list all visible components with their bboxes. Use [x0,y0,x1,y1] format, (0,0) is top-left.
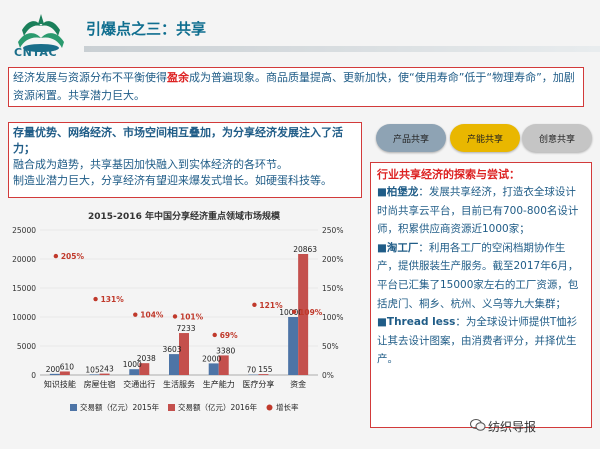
wechat-icon [470,419,486,431]
y-left-tick-label: 20000 [12,255,36,264]
legend-swatch [266,404,273,411]
bar-2015 [49,373,60,375]
data-label-2015: 200 [46,365,61,374]
industry-item-text: ：为全球设计师提供T恤衫让其去设计图案，由消费者评分，并择优生产。 [377,316,578,366]
category-label: 房屋住宿 [84,379,116,389]
category-label: 生活服务 [163,379,195,389]
data-label-2016: 243 [99,365,114,374]
y-right-tick-label: 250% [322,226,343,235]
industry-box: 行业共享经济的探索与尝试： ■柏堡龙：发展共享经济，打造衣全球设计时尚共享云平台… [370,162,592,428]
bar-2016 [298,253,309,375]
category-label: 医疗分享 [242,379,274,389]
data-label-2015: 2000 [202,354,221,363]
category-label: 资金 [290,379,306,389]
legend-label: 交易额（亿元）2015年 [80,402,160,412]
industry-item: ■淘工厂：利用各工厂的空闲档期协作生产，提供服装生产服务。截至2017年6月，平… [377,241,579,310]
growth-point [172,314,178,319]
data-label-2016: 20863 [293,245,317,254]
y-right-tick-label: 100% [322,313,343,322]
data-label-2015: 1000 [123,360,142,369]
bar-2015 [208,363,219,375]
industry-item: ■柏堡龙：发展共享经济，打造衣全球设计时尚共享云平台，目前已有700-800名设… [377,186,579,236]
y-left-tick-label: 25000 [12,226,36,235]
data-label-2015: 105 [85,365,100,374]
growth-point [212,332,217,338]
vitality-box: 存量优势、网络经济、市场空间相互叠加，为分享经济发展注入了活力； 融合成为趋势，… [8,122,362,198]
intro-highlight: 盈余 [167,71,189,84]
bar-2016 [218,355,229,375]
bar-2015 [89,374,100,375]
growth-label: 109% [299,308,323,317]
data-label-2016: 610 [60,362,75,371]
y-left-tick-label: 0 [31,371,36,380]
pill-capacity-sharing: 产能共享 [450,124,520,152]
legend-swatch [168,404,175,411]
industry-heading: 行业共享经济的探索与尝试： [377,168,520,181]
vitality-heading: 存量优势、网络经济、市场空间相互叠加，为分享经济发展注入了活力； [13,126,343,155]
legend-label: 增长率 [276,402,299,412]
industry-item-text: ：利用各工厂的空闲档期协作生产，提供服装生产服务。截至2017年6月，平台已汇集… [377,241,579,310]
pill-creative-sharing: 创意共享 [522,124,592,152]
pill-product-sharing: 产品共享 [376,124,446,152]
y-left-tick-label: 10000 [12,313,36,322]
data-label-2016: 7233 [176,324,195,333]
growth-point [133,312,138,317]
data-label-2015: 3603 [162,345,181,354]
bar-2016 [139,363,150,375]
bar-2015 [169,354,179,375]
bar-2015 [129,369,140,375]
y-left-tick-label: 5000 [17,342,36,351]
industry-item: ■Thread less：为全球设计师提供T恤衫让其去设计图案，由消费者评分，并… [377,316,578,366]
y-right-tick-label: 50% [322,342,339,351]
bar-2016 [59,371,70,375]
vitality-line-1: 融合成为趋势，共享基因加快融入到实体经济的各环节。 [13,158,288,171]
category-label: 知识技能 [44,379,76,389]
legend-label: 交易额（亿元）2016年 [178,402,258,412]
bar-2016 [258,374,269,375]
growth-label: 69% [220,331,238,340]
category-label: 交通出行 [123,379,155,389]
growth-point [93,296,98,302]
data-label-2015: 10000 [279,308,303,317]
intro-box: 经济发展与资源分布不平衡使得盈余成为普遍现象。商品质量提高、更新加快，使“使用寿… [8,67,584,107]
growth-point [291,309,297,314]
intro-text-1: 经济发展与资源分布不平衡使得 [13,71,167,84]
market-size-chart: 0 5000 10000 15000 20000 25000 0% 50% 100% 150% 20… [12,226,343,412]
data-label-2016: 155 [258,365,273,374]
bar-2015 [288,317,299,375]
y-left-tick-label: 15000 [12,284,36,293]
vitality-line-2: 制造业潜力巨大，分享经济有望迎来爆发式增长。如硬蛋科技等。 [13,174,332,187]
growth-label: 121% [259,301,283,310]
title-divider [84,46,600,52]
logo-text: CNTAC [14,46,58,59]
intro-text-2: 成为普遍现象。商品质量提高、更新加快，使“使用寿命”低于“物理寿命”，加剧资源闲… [13,71,575,102]
y-right-tick-label: 150% [322,284,343,293]
y-right-tick-label: 0% [322,371,334,380]
page-title: 引爆点之三：共享 [86,20,207,38]
growth-label: 104% [140,311,164,320]
growth-point [53,253,59,259]
data-label-2016: 3380 [216,346,235,355]
bar-2016 [179,333,189,375]
watermark: 纺织导报 [488,420,537,434]
industry-item-name: Thread less [386,316,456,329]
category-label: 生产能力 [203,379,235,389]
growth-label: 101% [180,312,204,321]
y-right-tick-label: 200% [322,255,343,264]
cntac-logo-icon [18,14,64,52]
industry-item-text: ：发展共享经济，打造衣全球设计时尚共享云平台，目前已有700-800名设计师，积… [377,186,579,236]
growth-point [252,302,257,308]
bar-2016 [99,373,110,375]
industry-item-name: 淘工厂 [386,241,419,254]
data-label-2015: 70 [247,366,257,375]
legend-swatch [70,404,77,411]
chart-title: 2015-2016 年中国分享经济重点领域市场规模 [88,212,280,222]
data-label-2016: 2038 [137,354,156,363]
industry-item-name: 柏堡龙 [386,186,419,198]
growth-label: 131% [101,295,125,304]
growth-label: 205% [61,252,85,261]
